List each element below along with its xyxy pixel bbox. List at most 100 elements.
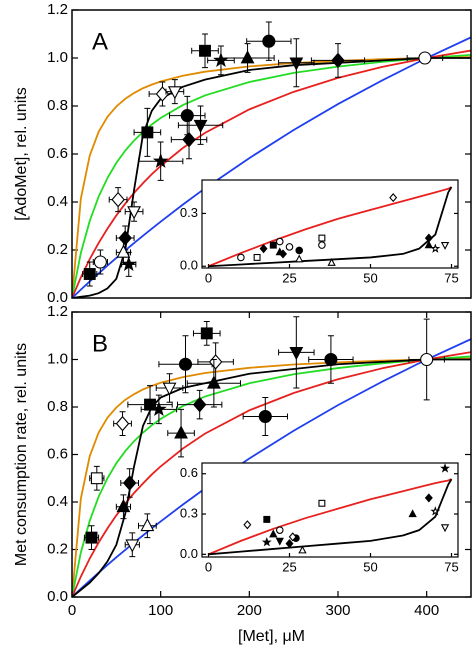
marker <box>237 253 245 262</box>
marker <box>118 230 132 246</box>
marker <box>261 537 272 547</box>
x-tick-label: 75 <box>444 270 458 285</box>
y-tick-label: 0.3 <box>180 505 198 520</box>
x-tick-label: 75 <box>444 559 458 574</box>
y-tick-label: 0.8 <box>47 398 68 415</box>
marker <box>285 243 294 251</box>
marker <box>200 327 213 340</box>
marker <box>331 52 345 69</box>
frame <box>71 9 472 299</box>
marker <box>440 463 450 473</box>
marker <box>213 52 229 68</box>
marker <box>174 425 188 439</box>
marker <box>85 531 98 544</box>
marker <box>420 352 434 367</box>
marker <box>279 249 287 259</box>
y-tick-label: 0.0 <box>180 546 198 561</box>
y-tick-label: 0.6 <box>47 145 68 162</box>
marker <box>182 131 196 148</box>
marker <box>389 193 398 203</box>
frame <box>201 179 459 269</box>
y-axis-label: Met consumption rate, rel. units <box>13 343 30 566</box>
curve <box>208 478 453 556</box>
marker <box>115 415 130 432</box>
marker <box>192 396 207 413</box>
marker <box>295 254 304 263</box>
marker <box>288 532 297 542</box>
marker <box>295 246 304 255</box>
marker <box>167 86 182 100</box>
marker <box>116 244 131 258</box>
x-tick-label: 50 <box>363 559 377 574</box>
x-tick-label: 0 <box>68 602 76 619</box>
y-tick-label: 0.0 <box>47 588 68 605</box>
x-tick-label: 100 <box>148 602 173 619</box>
curve <box>72 351 471 597</box>
y-tick-label: 1.0 <box>47 350 68 367</box>
marker <box>93 255 107 269</box>
marker <box>259 244 268 254</box>
marker <box>262 34 276 48</box>
x-tick-label: 50 <box>363 270 377 285</box>
marker <box>327 257 336 266</box>
y-tick-label: 0.2 <box>47 540 68 557</box>
x-tick-label: 0 <box>205 559 212 574</box>
x-tick-label: 400 <box>414 602 439 619</box>
y-tick-label: 0.8 <box>47 97 68 114</box>
curve <box>208 186 453 268</box>
marker <box>424 240 433 249</box>
y-tick-label: 0.0 <box>47 289 68 306</box>
marker <box>318 241 326 249</box>
y-axis-label: [AdoMet], rel. units <box>13 87 30 220</box>
marker <box>152 152 169 168</box>
marker <box>318 499 326 507</box>
marker <box>162 382 177 396</box>
marker <box>430 243 441 253</box>
frame <box>71 311 472 598</box>
marker <box>90 472 103 485</box>
marker <box>127 206 141 220</box>
marker <box>199 44 211 57</box>
curve <box>72 355 471 597</box>
marker <box>253 253 261 261</box>
x-axis-label: [Met], μM <box>238 628 305 645</box>
marker <box>269 241 277 249</box>
curve <box>208 186 452 268</box>
x-tick-label: 300 <box>325 602 350 619</box>
y-tick-label: 0.4 <box>47 493 68 510</box>
marker <box>120 256 137 272</box>
marker <box>122 475 137 491</box>
marker <box>116 498 131 513</box>
marker <box>430 506 441 516</box>
marker <box>240 50 255 64</box>
marker <box>424 493 433 503</box>
curve <box>208 478 452 556</box>
marker <box>180 109 194 123</box>
marker <box>289 57 304 71</box>
marker <box>206 375 221 389</box>
y-tick-label: 1.2 <box>47 1 68 18</box>
marker <box>178 357 193 371</box>
marker <box>193 119 208 133</box>
marker <box>275 237 284 246</box>
marker <box>263 515 271 523</box>
marker <box>269 529 278 538</box>
marker <box>418 51 432 65</box>
marker <box>440 524 450 533</box>
marker <box>408 509 417 518</box>
y-tick-label: 1.0 <box>47 49 68 66</box>
x-tick-label: 200 <box>237 602 262 619</box>
curve <box>72 49 471 298</box>
y-tick-label: 1.2 <box>47 303 68 320</box>
y-tick-label: 0.0 <box>180 258 198 273</box>
panel-label: A <box>92 28 108 55</box>
marker <box>275 537 284 546</box>
marker <box>243 520 252 530</box>
marker <box>275 526 284 534</box>
y-tick-label: 0.4 <box>47 193 68 210</box>
x-tick-label: 25 <box>282 559 296 574</box>
y-tick-label: 0.2 <box>47 241 68 258</box>
inset-area <box>202 463 458 557</box>
frame <box>201 462 459 558</box>
